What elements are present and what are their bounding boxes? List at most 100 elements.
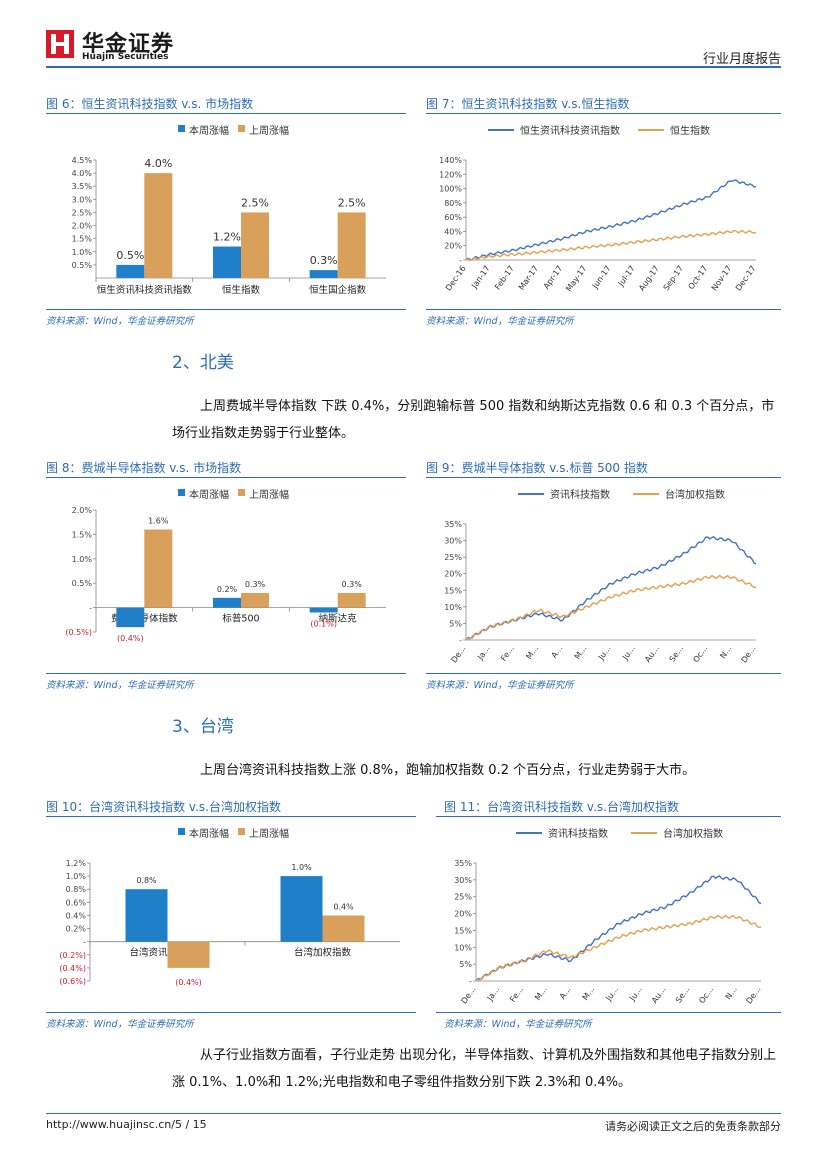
y-tick-label: 4.5%: [72, 156, 93, 165]
bar-本周涨幅: [213, 597, 241, 608]
bar-上周涨幅: [241, 592, 269, 608]
figure-10-title: 图 10：台湾资讯科技指数 v.s.台湾加权指数: [46, 800, 281, 814]
x-tick-label: Au...: [643, 644, 661, 664]
x-tick-label: A...: [558, 985, 573, 1001]
x-tick-label: N...: [724, 985, 739, 1001]
section-heading-north-america: 2、北美: [172, 353, 234, 373]
figure-7-chart: 恒生资讯科技资讯指数 恒生指数 - 20% 40% 60% 80% 100% 120% 140% D…: [439, 124, 758, 293]
y-tick-label: 0.5%: [72, 579, 93, 588]
footer-divider: [46, 1113, 781, 1114]
y-tick-label: -: [83, 938, 86, 947]
legend-label-0: 资讯科技指数: [548, 827, 608, 840]
category-label: 纳斯达克: [319, 613, 358, 625]
legend-label-1: 台湾加权指数: [665, 488, 725, 501]
figure-11-source: 资料来源：Wind，华金证券研究所: [444, 1019, 592, 1030]
figure-8-title: 图 8：费城半导体指数 v.s. 市场指数: [46, 461, 242, 475]
x-tick-label: A...: [549, 644, 564, 660]
data-label: 0.2%: [217, 585, 238, 594]
sub-industry-summary: 从子行业指数方面看，子行业走势 出现分化，半导体指数、计算机及外围指数和其他电子…: [172, 1048, 777, 1090]
y-tick-label: 30%: [454, 876, 472, 885]
y-tick-label: 15%: [444, 586, 462, 595]
legend-label-0: 资讯科技指数: [550, 488, 610, 501]
data-label: 1.2%: [213, 231, 241, 244]
y-tick-label: 1.5%: [72, 235, 93, 244]
y-tick-label: 0.4%: [66, 911, 87, 920]
y-tick-label: 15%: [454, 926, 472, 935]
y-tick-label: 100%: [439, 185, 462, 194]
footer-disclaimer: 请务必阅读正文之后的免责条款部分: [605, 1120, 781, 1133]
figure-6-bottom-rule: [46, 309, 406, 310]
x-tick-label: Jan-17: [469, 264, 492, 291]
data-label: (0.4%): [175, 978, 202, 987]
x-tick-label: Mar-17: [517, 264, 540, 292]
y-tick-label: 0.5%: [72, 261, 93, 270]
legend-label-0: 本周涨幅: [189, 827, 229, 840]
legend-label-1: 上周涨幅: [249, 488, 289, 501]
data-label: 0.5%: [116, 249, 144, 262]
category-label: 恒生资讯科技资讯指数: [97, 284, 193, 296]
figure-6-rule: [46, 113, 406, 114]
y-tick-label: 4.0%: [72, 169, 93, 178]
legend-label-1: 上周涨幅: [249, 827, 289, 840]
y-tick-label: 2.0%: [72, 506, 93, 515]
y-tick-label: 20%: [444, 570, 462, 579]
x-tick-label: N...: [718, 644, 733, 660]
y-tick-label: 1.2%: [66, 859, 87, 868]
bar-本周涨幅: [116, 264, 145, 278]
figure-11-title: 图 11：台湾资讯科技指数 v.s.台湾加权指数: [444, 800, 679, 814]
figure-7-rule: [426, 113, 781, 114]
figure-11-bottom-rule: [436, 1012, 781, 1013]
y-tick-label: 1.5%: [72, 530, 93, 539]
x-tick-label: Sep-17: [662, 264, 686, 292]
x-tick-label: Oc...: [697, 985, 715, 1005]
data-label: 0.3%: [245, 580, 266, 589]
x-tick-label: De...: [740, 644, 758, 664]
x-tick-label: Nov-17: [710, 264, 734, 292]
data-label: (0.1%): [310, 619, 337, 628]
figure-11-rule: [436, 816, 781, 817]
bar-本周涨幅: [116, 607, 145, 628]
section-taiwan-text: 上周台湾资讯科技指数上涨 0.8%，跑输加权指数 0.2 个百分点，行业走势弱于…: [200, 763, 696, 778]
y-tick-label: 60%: [444, 213, 462, 222]
bar-本周涨幅: [280, 876, 323, 942]
data-label: 0.3%: [342, 580, 363, 589]
y-tick-label: -: [469, 977, 472, 986]
figure-8-source: 资料来源：Wind，华金证券研究所: [46, 680, 194, 691]
y-tick-label: 1.0%: [72, 555, 93, 564]
y-tick-label: -: [459, 636, 462, 645]
y-tick-label: 20%: [454, 910, 472, 919]
figure-10-chart: 本周涨幅 上周涨幅 (0.6%) (0.4%) (0.2%) - 0.2% 0.4% 0.6% 0…: [59, 827, 400, 987]
y-tick-label: (0.5%): [65, 628, 92, 637]
legend-swatch-1: [238, 489, 245, 496]
y-tick-label: (0.6%): [59, 977, 86, 986]
bar-本周涨幅: [309, 607, 338, 613]
x-tick-label: M...: [524, 644, 540, 661]
x-tick-label: Feb-17: [493, 264, 516, 291]
x-tick-label: Jul-17: [616, 264, 637, 289]
legend-swatch-1: [238, 828, 245, 835]
x-tick-label: Dec-17: [734, 264, 758, 293]
bar-上周涨幅: [144, 173, 173, 278]
footer-url[interactable]: http://www.huajinsc.cn/: [46, 1118, 175, 1131]
legend-swatch-0: [178, 489, 185, 496]
x-tick-label: Ju...: [604, 985, 621, 1003]
x-tick-label: Aug-17: [637, 264, 661, 293]
section-heading-taiwan: 3、台湾: [172, 717, 234, 737]
figure-9-bottom-rule: [426, 673, 781, 674]
figure-9-chart: 资讯科技指数 台湾加权指数 - 5% 10% 15% 20% 25% 30% 35% De... Ja…: [444, 488, 758, 664]
x-tick-label: Oct-17: [686, 264, 709, 291]
x-tick-label: Se...: [668, 644, 685, 664]
figure-6-title: 图 6：恒生资讯科技指数 v.s. 市场指数: [46, 97, 254, 111]
y-tick-label: 30%: [444, 537, 462, 546]
header-divider: [46, 66, 781, 68]
y-tick-label: 0.2%: [66, 925, 87, 934]
y-tick-label: 35%: [444, 520, 462, 529]
category-label: 恒生国企指数: [309, 284, 367, 296]
data-label: 1.6%: [148, 517, 169, 526]
x-tick-label: De...: [450, 644, 468, 664]
data-label: 0.3%: [310, 254, 338, 267]
data-label: 2.5%: [241, 196, 269, 209]
y-tick-label: 25%: [454, 893, 472, 902]
series-line-资讯科技指数: [475, 875, 762, 982]
y-tick-label: -: [89, 604, 92, 613]
